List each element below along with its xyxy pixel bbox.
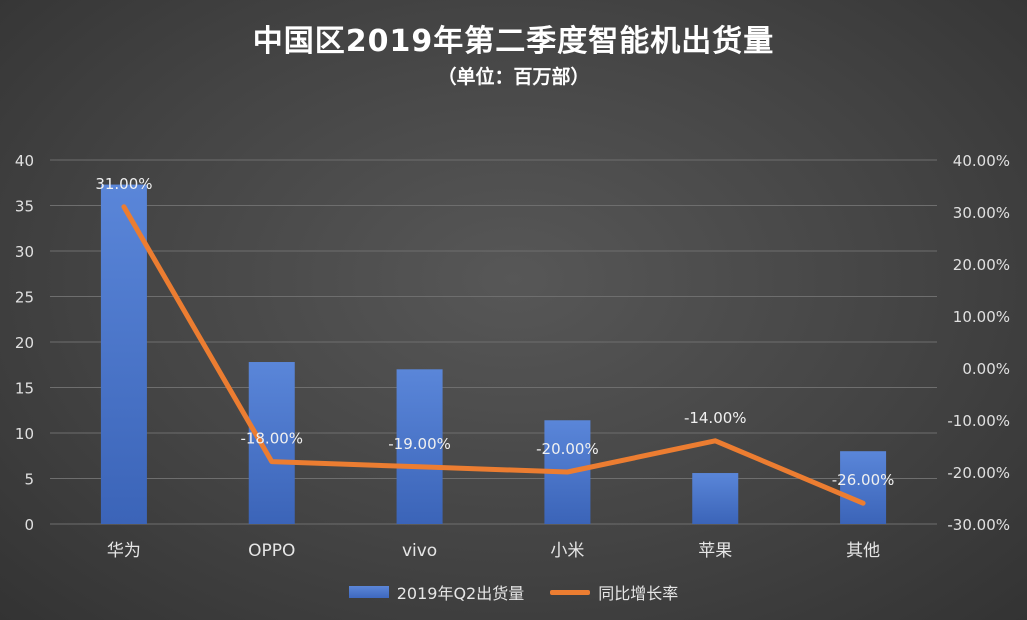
right-tick-label: 20.00% [953,256,1010,274]
legend-bar-swatch [348,586,389,598]
data-label: -19.00% [388,435,451,453]
legend-item-bar: 2019年Q2出货量 [348,580,525,604]
bar [396,369,443,524]
left-tick-label: 0 [24,516,34,534]
category-label: OPPO [248,541,295,561]
left-tick-label: 30 [15,243,34,261]
left-tick-label: 20 [15,334,34,352]
left-tick-label: 10 [15,425,34,443]
data-label: -18.00% [240,430,303,448]
right-tick-label: -30.00% [947,516,1010,534]
category-label: 苹果 [698,541,732,561]
left-tick-label: 35 [15,198,34,216]
gridlines [50,159,937,525]
right-tick-label: 10.00% [953,308,1010,326]
right-tick-label: -10.00% [947,412,1010,430]
growth-line [121,204,866,506]
right-tick-label: 30.00% [953,204,1010,222]
left-tick-label: 40 [15,152,34,170]
category-label: vivo [402,541,437,561]
right-axis-ticks: -30.00% -20.00% -10.00% 0.00% 10.00% 20.00% 30… [947,152,1010,534]
legend-line-label: 同比增长率 [598,584,679,603]
bar [100,184,147,524]
data-label: -20.00% [536,440,599,458]
right-tick-label: -20.00% [947,464,1010,482]
left-tick-label: 5 [24,471,34,489]
category-label: 小米 [550,541,584,561]
category-axis: 华为 OPPO vivo 小米 苹果 其他 [107,541,880,561]
bar [248,362,295,524]
legend: 2019年Q2出货量 同比增长率 [0,580,1027,604]
left-tick-label: 25 [15,289,34,307]
chart-title: 中国区2019年第二季度智能机出货量 [252,24,775,59]
left-tick-label: 15 [15,380,34,398]
bar-series [100,184,887,524]
bar [840,451,887,524]
legend-item-line: 同比增长率 [550,580,678,604]
right-tick-label: 0.00% [962,360,1010,378]
right-tick-label: 40.00% [953,152,1010,170]
chart-subtitle: （单位：百万部） [437,66,590,88]
bar [692,473,739,524]
data-label: -14.00% [684,409,747,427]
line-series: 31.00% -18.00% -19.00% -20.00% -14.00% -26.00… [95,175,895,506]
data-label: -26.00% [832,471,895,489]
legend-line-swatch [550,589,591,595]
data-label: 31.00% [95,175,152,193]
category-label: 华为 [107,541,141,561]
left-axis-ticks: 0 5 10 15 20 25 30 35 40 [15,152,34,534]
category-label: 其他 [846,541,880,561]
legend-bar-label: 2019年Q2出货量 [396,584,525,603]
